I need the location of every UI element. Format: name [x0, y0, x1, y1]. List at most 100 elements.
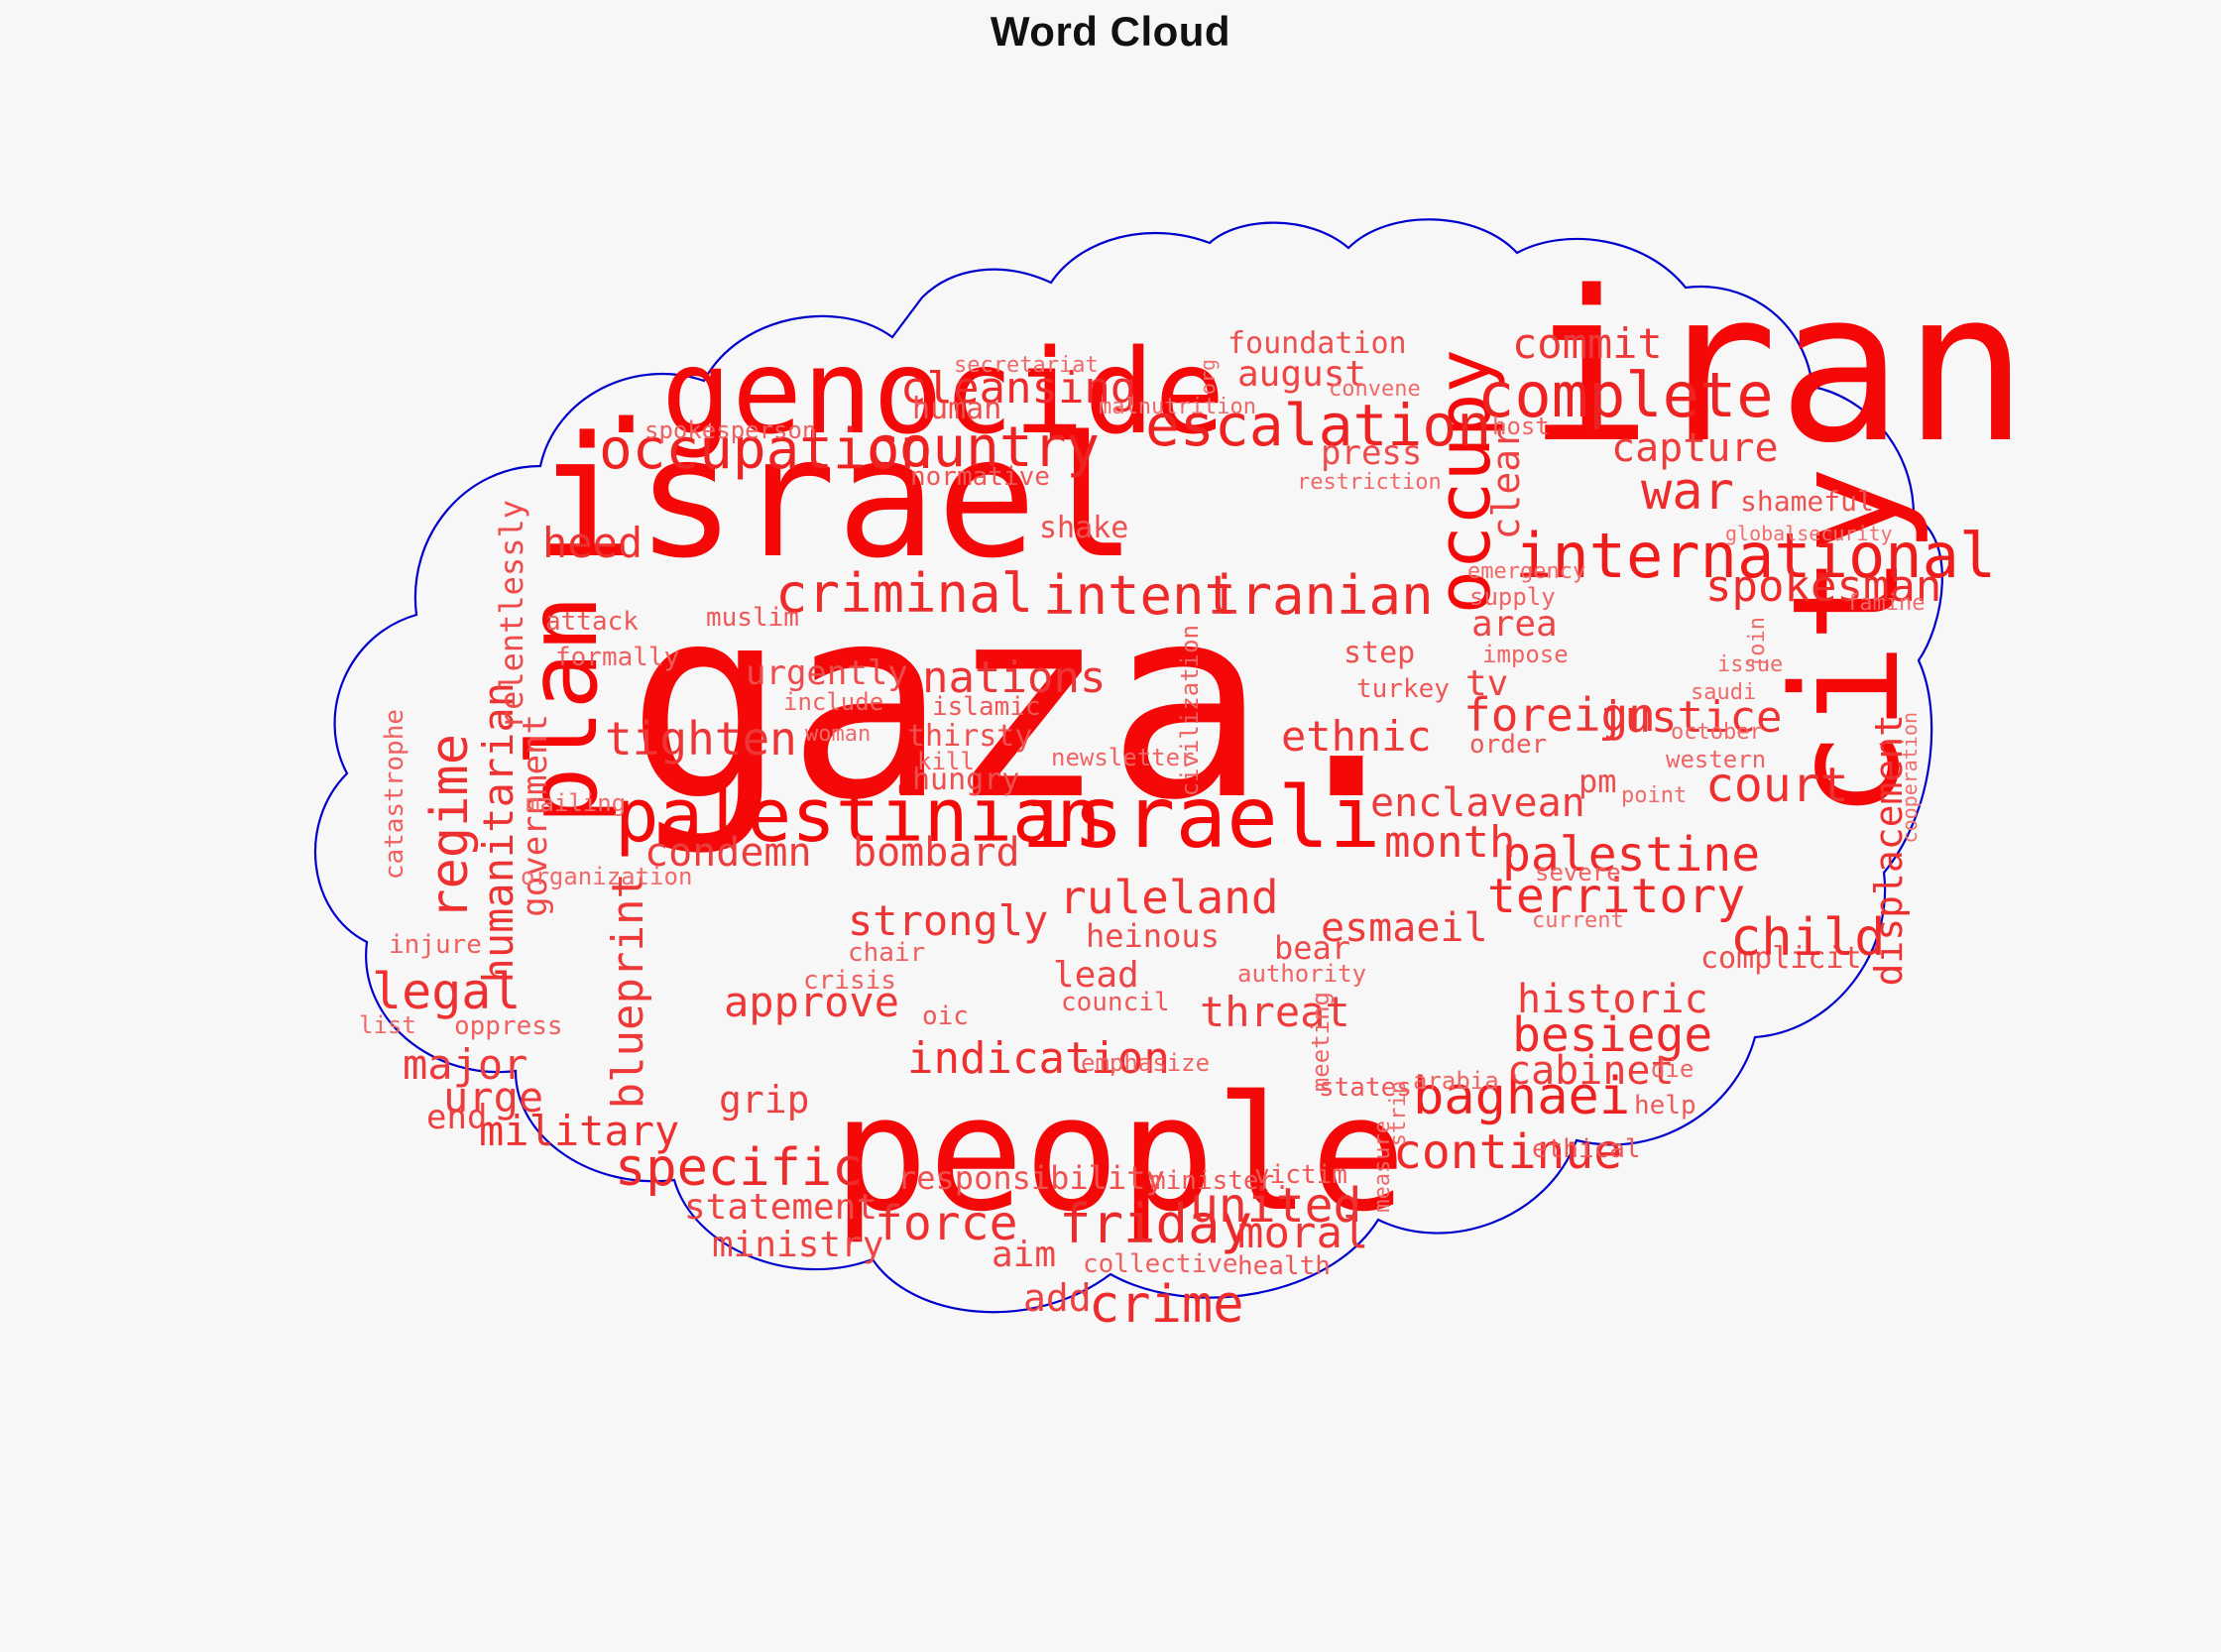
cloud-word: month — [1384, 817, 1516, 868]
cloud-word: complicit — [1700, 941, 1862, 976]
cloud-word: military — [479, 1107, 680, 1155]
cloud-word: nations — [922, 652, 1107, 703]
cloud-word: enclavean — [1370, 780, 1585, 826]
cloud-word: commit — [1512, 319, 1663, 368]
cloud-word: major — [403, 1040, 528, 1089]
cloud-word: chair — [848, 938, 926, 968]
cloud-word: kill — [917, 748, 975, 775]
cloud-word: turkey — [1356, 674, 1450, 704]
cloud-word: august — [1237, 354, 1367, 395]
cloud-word: statement — [684, 1187, 878, 1228]
cloud-word: iran — [1527, 246, 2029, 489]
cloud-word: urgently — [746, 653, 908, 693]
cloud-word: cabinet — [1507, 1048, 1675, 1094]
cloud-word: convene — [1329, 377, 1421, 402]
cloud-word: step — [1344, 636, 1416, 670]
cloud-word: tv — [1465, 663, 1509, 704]
cloud-word: emphasize — [1081, 1049, 1211, 1077]
cloud-word: occupation — [599, 417, 934, 482]
cloud-word: condemn — [644, 830, 812, 876]
cloud-word: ministry — [712, 1225, 884, 1265]
cloud-word: die — [1651, 1055, 1695, 1083]
cloud-word: council — [1061, 988, 1170, 1017]
cloud-word: spokesperson — [644, 416, 817, 444]
cloud-word: pm — [1578, 763, 1617, 800]
cloud-word: oppress — [454, 1011, 563, 1041]
cloud-word: israel — [535, 401, 1137, 595]
cloud-word: normative — [910, 462, 1050, 492]
cloud-word: heed — [542, 519, 643, 567]
cloud-word: indication — [907, 1033, 1170, 1084]
cloud-word: org — [1196, 359, 1220, 396]
cloud-word: mailing — [526, 789, 627, 817]
cloud-word: severe — [1535, 859, 1621, 886]
cloud-word: add — [1023, 1276, 1092, 1320]
cloud-word: current — [1532, 908, 1624, 933]
cloud-word: foundation — [1227, 326, 1407, 361]
cloud-word: attack — [545, 607, 639, 637]
cloud-word: thirsty — [907, 719, 1033, 754]
cloud-word: newsletter — [1051, 744, 1195, 771]
cloud-word: country — [866, 415, 1101, 480]
cloud-word: join — [1745, 617, 1770, 669]
cloud-word: palestinian — [615, 773, 1102, 859]
cloud-word: press — [1321, 433, 1423, 473]
cloud-word: health — [1237, 1251, 1331, 1281]
cloud-word: escalation — [1145, 392, 1492, 459]
cloud-word: woman — [805, 722, 872, 747]
cloud-word: intent — [1043, 564, 1237, 627]
cloud-word: order — [1469, 730, 1548, 760]
cloud-word: territory — [1487, 869, 1746, 924]
cloud-word: historic — [1517, 977, 1708, 1022]
cloud-word: israeli — [1021, 768, 1381, 868]
cloud-word: moral — [1237, 1208, 1369, 1258]
cloud-word: help — [1634, 1091, 1696, 1121]
cloud-word: area — [1471, 604, 1558, 645]
cloud-word: war — [1641, 462, 1734, 522]
cloud-word: urge — [443, 1073, 544, 1121]
cloud-word: court — [1705, 758, 1849, 813]
cloud-word: heinous — [1086, 917, 1220, 955]
cloud-word: clear — [1484, 426, 1528, 540]
cloud-word: crisis — [803, 966, 896, 996]
cloud-word: spokesman — [1705, 561, 1942, 612]
cloud-word: specific — [615, 1138, 864, 1198]
cloud-word: .genocide — [591, 323, 1226, 460]
cloud-word: responsibility — [897, 1159, 1165, 1197]
cloud-word: states — [1319, 1073, 1412, 1103]
cloud-word: force — [875, 1196, 1018, 1251]
cloud-word: shameful — [1740, 485, 1874, 518]
cloud-word: ethical — [1532, 1134, 1641, 1164]
cloud-word: complete — [1477, 359, 1774, 431]
cloud-word: catastrophe — [380, 709, 409, 881]
cloud-word: oic — [922, 1002, 969, 1031]
cloud-word: meeting — [1307, 992, 1335, 1093]
cloud-word: cooperation — [1898, 712, 1922, 844]
cloud-word: include — [783, 688, 884, 716]
cloud-word: united — [1190, 1178, 1362, 1234]
cloud-word: bear — [1274, 929, 1351, 967]
cloud-word: capture — [1611, 425, 1779, 471]
cloud-word: arabia — [1413, 1067, 1499, 1095]
cloud-word: organization — [521, 863, 693, 890]
cloud-word: criminal — [775, 562, 1034, 625]
cloud-word: aim — [992, 1235, 1057, 1275]
cloud-word: ethnic — [1281, 712, 1432, 761]
cloud-word: gaza. — [627, 549, 1427, 859]
cloud-word: hungry — [912, 763, 1020, 797]
cloud-word: people — [833, 1061, 1406, 1246]
cloud-word: international — [1515, 520, 1997, 592]
cloud-word: supply — [1469, 583, 1556, 611]
cloud-word: legal — [372, 963, 522, 1020]
cloud-word: baghaei — [1413, 1067, 1631, 1126]
cloud-word: strongly — [848, 896, 1049, 945]
cloud-word: esmaeil — [1321, 905, 1488, 951]
cloud-word: human — [912, 392, 1002, 426]
cloud-word: end — [426, 1098, 488, 1137]
cloud-word: child — [1730, 908, 1886, 968]
cloud-word: october — [1671, 720, 1763, 745]
cloud-word: threat — [1200, 988, 1350, 1036]
cloud-word: palestine — [1502, 827, 1761, 883]
